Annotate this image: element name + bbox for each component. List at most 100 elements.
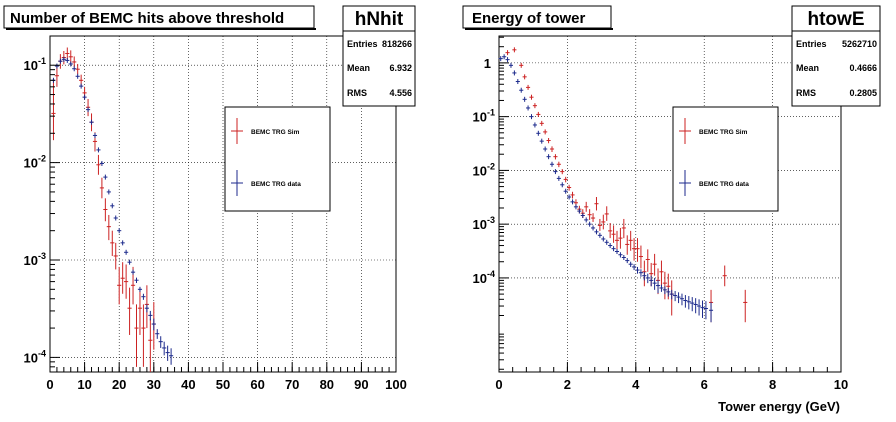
data-point xyxy=(158,336,163,348)
data-point xyxy=(165,345,170,361)
sim-point xyxy=(614,230,620,251)
sim-point xyxy=(604,206,609,221)
data-point xyxy=(532,122,537,128)
data-point xyxy=(577,208,582,214)
data-point xyxy=(700,300,705,318)
y-tick-label: 10-4 xyxy=(473,269,495,286)
data-point xyxy=(54,63,59,69)
title-box-shadow-left xyxy=(6,28,316,30)
data-point xyxy=(686,296,691,310)
sim-point xyxy=(587,209,592,220)
sim-point xyxy=(117,266,122,305)
data-point xyxy=(103,174,108,180)
stats-mean-value-right: 0.4666 xyxy=(849,63,877,73)
data-point xyxy=(498,56,503,62)
data-point xyxy=(611,246,616,252)
data-point xyxy=(515,79,520,85)
sim-point xyxy=(560,169,565,175)
data-point xyxy=(61,56,66,62)
data-point xyxy=(96,147,101,153)
sim-point xyxy=(512,47,517,53)
data-point xyxy=(148,310,153,321)
sim-point xyxy=(546,137,551,144)
data-point xyxy=(604,239,609,245)
stats-rms-value-left: 4.556 xyxy=(389,88,412,98)
data-point xyxy=(662,286,667,295)
data-point xyxy=(601,236,606,242)
chart-title-left: Number of BEMC hits above threshold xyxy=(10,10,284,27)
sim-point xyxy=(625,235,630,255)
legend-box-left xyxy=(224,106,331,212)
data-point xyxy=(708,302,714,323)
sim-point xyxy=(590,213,596,222)
sim-point xyxy=(99,177,104,199)
sim-point xyxy=(556,161,561,168)
sim-point xyxy=(96,154,101,175)
stats-mean-value-left: 6.932 xyxy=(389,63,412,73)
sim-point xyxy=(722,265,727,287)
data-point xyxy=(655,279,661,294)
sim-point xyxy=(567,184,572,191)
sim-point xyxy=(127,287,132,335)
data-point xyxy=(92,132,98,138)
data-point xyxy=(567,194,572,200)
sim-point xyxy=(553,154,558,160)
sim-point xyxy=(611,225,616,243)
data-point xyxy=(570,199,575,205)
sim-point xyxy=(584,201,589,212)
sim-point xyxy=(124,264,129,299)
data-point xyxy=(652,277,657,290)
data-point xyxy=(580,212,585,218)
stats-box-left: hNhit Entries 818266 Mean 6.932 RMS 4.55… xyxy=(342,5,416,107)
data-point xyxy=(597,232,602,238)
legend-left: BEMC TRG Sim BEMC TRG data xyxy=(224,106,331,212)
sim-point xyxy=(526,84,531,90)
x-tick-label: 50 xyxy=(216,377,230,392)
data-point xyxy=(690,297,695,312)
sim-point xyxy=(54,66,59,87)
legend-box-right xyxy=(672,106,779,212)
data-point xyxy=(546,154,551,160)
axes-left: 0 10 20 30 40 50 60 70 80 90 100 10-1 10-2 10-3 10-4 xyxy=(24,56,407,392)
x-axis-label-right: Tower energy (GeV) xyxy=(718,399,840,414)
stats-entries-value-left: 818266 xyxy=(382,39,412,49)
data-point xyxy=(635,266,640,274)
legend-entry-sim-right: BEMC TRG Sim xyxy=(679,118,748,144)
data-point xyxy=(590,225,596,231)
sim-point xyxy=(743,289,748,323)
x-tick-label: 6 xyxy=(701,377,708,392)
data-point xyxy=(85,107,91,113)
sim-point xyxy=(618,227,623,249)
data-point xyxy=(539,138,544,144)
x-tick-label: 4 xyxy=(632,377,640,392)
legend-right: BEMC TRG Sim BEMC TRG data xyxy=(672,106,779,212)
sim-point xyxy=(570,191,575,199)
data-point xyxy=(543,146,548,152)
data-point xyxy=(673,291,678,302)
sim-point xyxy=(65,47,70,60)
data-point xyxy=(666,287,671,297)
x-tick-label: 20 xyxy=(112,377,126,392)
x-tick-label: 90 xyxy=(354,377,368,392)
y-tick-label: 10-3 xyxy=(473,215,495,232)
y-tick-label: 10-1 xyxy=(24,56,46,73)
data-point xyxy=(519,87,524,93)
data-point xyxy=(693,298,698,314)
sim-point xyxy=(110,230,115,256)
data-point xyxy=(614,249,620,255)
stats-rms-value-right: 0.2805 xyxy=(849,88,877,98)
sim-point xyxy=(652,253,657,276)
stats-entries-value-right: 5262710 xyxy=(842,39,877,49)
data-point xyxy=(144,304,149,313)
sim-point xyxy=(539,120,544,126)
sim-point xyxy=(659,260,664,287)
stats-rms-label-right: RMS xyxy=(796,88,816,98)
stats-entries-label-left: Entries xyxy=(347,39,378,49)
sim-point xyxy=(594,197,599,211)
sim-point xyxy=(543,129,548,135)
data-point xyxy=(632,264,637,271)
sim-point xyxy=(51,79,56,141)
x-tick-label: 8 xyxy=(769,377,776,392)
data-point xyxy=(137,286,143,292)
sim-point xyxy=(638,245,643,269)
